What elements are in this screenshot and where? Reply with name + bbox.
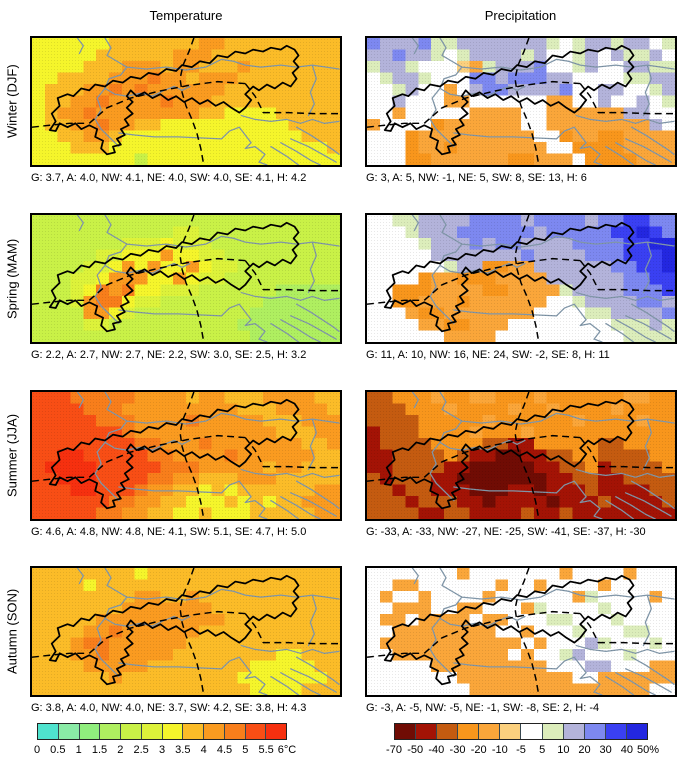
colorbar-tick-label: -30	[449, 744, 466, 756]
row-label-spring: Spring (MAM)	[4, 238, 20, 319]
colorbar-temperature-segments	[37, 723, 287, 740]
colorbar-segment	[58, 724, 80, 739]
colorbar-tick-label: 5	[539, 744, 546, 756]
column-title-temperature: Temperature	[149, 8, 223, 23]
colorbar-tick-label: -50	[407, 744, 424, 756]
colorbar-segment	[141, 724, 163, 739]
map-borders-overlay	[367, 568, 675, 695]
colorbar-tick-label: 5	[242, 744, 249, 756]
colorbar-segment	[500, 724, 522, 739]
row-label-summer: Summer (JJA)	[4, 413, 20, 498]
colorbar-segment	[121, 724, 142, 739]
map-borders-overlay	[367, 38, 675, 165]
colorbar-segment	[584, 724, 606, 739]
map-panel-autumn-precipitation	[365, 566, 677, 697]
colorbar-tick-label: 5.5	[258, 744, 274, 756]
colorbar-tick-label: 2	[117, 744, 124, 756]
map-panel-spring-precipitation	[365, 213, 677, 344]
colorbar-tick-label: -40	[428, 744, 445, 756]
map-borders-overlay	[367, 215, 675, 342]
colorbar-segment	[416, 724, 438, 739]
map-panel-winter-precipitation	[365, 36, 677, 167]
caption-autumn-precipitation: G: -3, A: -5, NW: -5, NE: -1, SW: -8, SE…	[366, 702, 600, 714]
colorbar-precipitation-segments	[394, 723, 648, 740]
colorbar-tick-label: 30	[599, 744, 612, 756]
map-borders-overlay	[32, 568, 340, 695]
colorbar-tick-label: 3.5	[175, 744, 191, 756]
map-borders-overlay	[32, 392, 340, 519]
map-borders-overlay	[32, 38, 340, 165]
colorbar-tick-label: 40	[620, 744, 633, 756]
caption-winter-temperature: G: 3.7, A: 4.0, NW: 4.1, NE: 4.0, SW: 4.…	[31, 172, 307, 184]
colorbar-tick-label: -5	[516, 744, 526, 756]
map-borders-overlay	[32, 215, 340, 342]
caption-summer-precipitation: G: -33, A: -33, NW: -27, NE: -25, SW: -4…	[366, 526, 646, 538]
colorbar-segment	[224, 724, 246, 739]
map-borders-overlay	[367, 392, 675, 519]
colorbar-precipitation-labels: -70 -50 -40 -30 -20 -10 -5 5 10 20 30 40 50%	[386, 723, 659, 756]
colorbar-tick-label: -10	[491, 744, 508, 756]
colorbar-segment	[563, 724, 585, 739]
colorbar-tick-label: -70	[386, 744, 402, 756]
colorbar-segment	[245, 724, 267, 739]
caption-winter-precipitation: G: 3, A: 5, NW: -1, NE: 5, SW: 8, SE: 13…	[366, 172, 587, 184]
colorbar-segment	[38, 724, 59, 739]
map-panel-summer-precipitation	[365, 390, 677, 521]
map-panel-autumn-temperature	[30, 566, 342, 697]
colorbar-segment	[162, 724, 184, 739]
colorbar-tick-label: 50%	[636, 744, 660, 756]
colorbar-segment	[79, 724, 101, 739]
colorbar-segment	[605, 724, 627, 739]
colorbar-tick-label: 2.5	[133, 744, 149, 756]
colorbar-segment	[266, 724, 286, 739]
colorbar-tick-label: 20	[578, 744, 591, 756]
colorbar-segment	[458, 724, 480, 739]
row-label-winter: Winter (DJF)	[4, 64, 20, 139]
map-panel-spring-temperature	[30, 213, 342, 344]
caption-spring-precipitation: G: 11, A: 10, NW: 16, NE: 24, SW: -2, SE…	[366, 349, 610, 361]
colorbar-tick-label: 4.5	[216, 744, 233, 756]
map-panel-winter-temperature	[30, 36, 342, 167]
colorbar-temperature-labels: 0 0.5 1 1.5 2 2.5 3 3.5 4 4.5 5 5.5 6°C	[34, 723, 296, 756]
colorbar-segment	[395, 724, 417, 739]
colorbar-temperature: 0 0.5 1 1.5 2 2.5 3 3.5 4 4.5 5 5.5 6°C	[34, 723, 296, 756]
colorbar-segment	[626, 724, 647, 739]
colorbar-tick-label: -20	[470, 744, 487, 756]
colorbar-segment	[183, 724, 204, 739]
map-panel-summer-temperature	[30, 390, 342, 521]
colorbar-precipitation: -70 -50 -40 -30 -20 -10 -5 5 10 20 30 40 50%	[386, 723, 659, 756]
colorbar-segment	[479, 724, 501, 739]
colorbar-tick-label: 1.5	[91, 744, 108, 756]
column-title-precipitation: Precipitation	[484, 8, 557, 23]
caption-autumn-temperature: G: 3.8, A: 4.0, NW: 4.0, NE: 3.7, SW: 4.…	[31, 702, 307, 714]
colorbar-tick-label: 6°C	[277, 744, 297, 756]
colorbar-tick-label: 1	[75, 744, 82, 756]
colorbar-segment	[437, 724, 459, 739]
caption-summer-temperature: G: 4.6, A: 4.8, NW: 4.8, NE: 4.1, SW: 5.…	[31, 526, 307, 538]
colorbar-tick-label: 10	[557, 744, 570, 756]
colorbar-segment	[542, 724, 564, 739]
colorbar-segment	[100, 724, 121, 739]
colorbar-tick-label: 0	[33, 744, 41, 756]
colorbar-tick-label: 3	[158, 744, 166, 756]
colorbar-segment	[521, 724, 543, 739]
row-label-autumn: Autumn (SON)	[4, 588, 20, 675]
colorbar-tick-label: 4	[200, 744, 207, 756]
caption-spring-temperature: G: 2.2, A: 2.7, NW: 2.7, NE: 2.2, SW: 3.…	[31, 349, 307, 361]
colorbar-segment	[204, 724, 225, 739]
colorbar-tick-label: 0.5	[50, 744, 66, 756]
